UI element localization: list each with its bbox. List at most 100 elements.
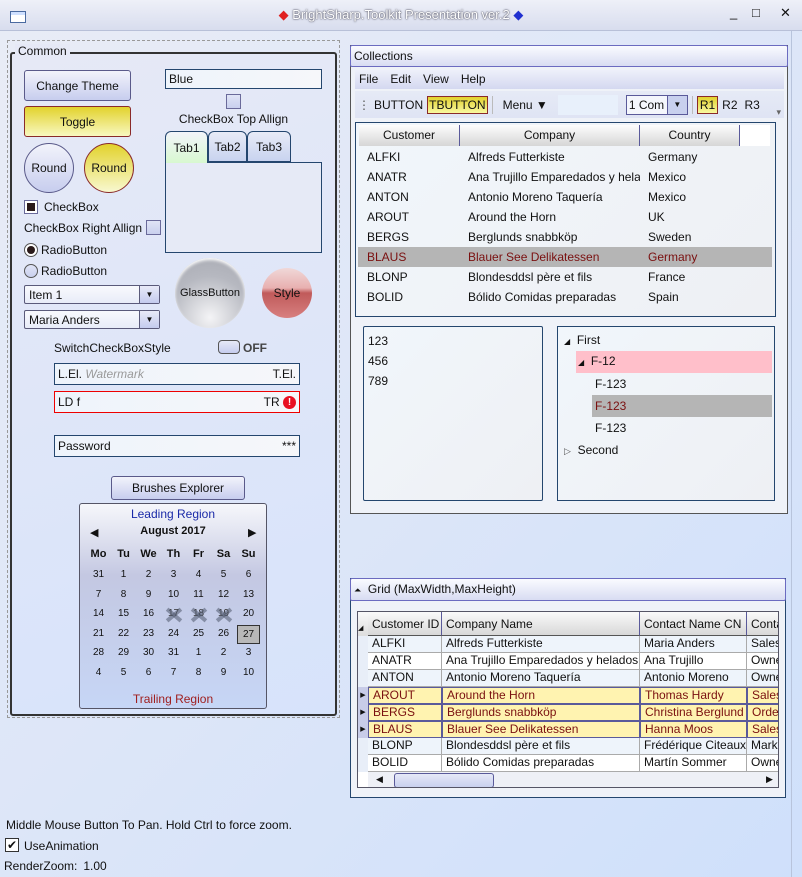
- list-item[interactable]: 789: [368, 374, 389, 388]
- tree-item-f12[interactable]: ◢ F-12: [576, 351, 772, 373]
- table-cell[interactable]: Antonio Moreno: [640, 670, 747, 687]
- table-cell[interactable]: Christina Berglund: [640, 704, 747, 721]
- calendar-day[interactable]: 1: [195, 647, 202, 658]
- tab-tab1[interactable]: Tab1: [165, 131, 208, 163]
- calendar-day[interactable]: 5: [120, 666, 127, 678]
- contact-combo[interactable]: Maria Anders ▼: [24, 310, 160, 329]
- scroll-right-icon[interactable]: ▶: [766, 774, 773, 784]
- round-button[interactable]: Round: [24, 143, 74, 193]
- calendar-day[interactable]: 24: [167, 627, 180, 639]
- calendar-day[interactable]: 9: [145, 588, 152, 600]
- row-header[interactable]: [358, 653, 368, 670]
- column-header[interactable]: Country: [640, 125, 740, 146]
- column-header[interactable]: Company Name: [442, 612, 640, 636]
- list-item[interactable]: 123: [368, 334, 389, 348]
- toggle-button[interactable]: Toggle: [24, 106, 131, 137]
- calendar-day[interactable]: 1: [120, 569, 127, 580]
- calendar-day[interactable]: 2: [145, 569, 152, 580]
- toolbar-overflow-icon[interactable]: ▾: [776, 107, 781, 117]
- calendar-day[interactable]: 28: [92, 647, 105, 658]
- table-cell[interactable]: ANATR: [368, 653, 442, 670]
- radio-button-1[interactable]: [24, 243, 38, 257]
- row-header[interactable]: [358, 755, 368, 772]
- calendar-day[interactable]: 8: [120, 588, 127, 600]
- calendar-day[interactable]: 3: [170, 569, 177, 580]
- tree-item-f123-selected[interactable]: F-123: [592, 395, 772, 417]
- calendar-day[interactable]: 31: [167, 647, 180, 658]
- column-header[interactable]: Company: [460, 125, 640, 146]
- column-header[interactable]: Customer: [359, 125, 460, 146]
- table-cell[interactable]: Maria Anders: [640, 636, 747, 653]
- toolbar-button[interactable]: BUTTON: [374, 97, 424, 112]
- tree-item-second[interactable]: ▷ Second: [564, 443, 618, 457]
- table-row[interactable]: BLONP Blondesddsl père et fils France: [358, 267, 772, 287]
- row-header[interactable]: [358, 670, 368, 687]
- row-header[interactable]: ▶: [358, 704, 368, 721]
- checkbox-top-allign[interactable]: [226, 94, 241, 109]
- column-header[interactable]: Contact Name CN: [640, 612, 747, 636]
- menu-help[interactable]: Help: [460, 72, 486, 86]
- calendar-day[interactable]: 15: [117, 608, 130, 619]
- switch-toggle[interactable]: [218, 340, 240, 354]
- checkbox-right-allign[interactable]: [146, 220, 161, 235]
- scrollbar-thumb[interactable]: [394, 773, 494, 787]
- table-cell[interactable]: BLONP: [368, 738, 442, 755]
- toolbar-radio-r2[interactable]: R2: [722, 97, 738, 112]
- calendar-day[interactable]: 6: [145, 666, 152, 678]
- scroll-left-icon[interactable]: ◀: [376, 774, 383, 784]
- table-row[interactable]: ANATR Ana Trujillo Emparedados y hela Mexi…: [358, 167, 772, 187]
- column-header[interactable]: Customer ID: [368, 612, 442, 636]
- table-row[interactable]: AROUT Around the Horn UK: [358, 207, 772, 227]
- table-cell[interactable]: ALFKI: [368, 636, 442, 653]
- toolbar-grip[interactable]: ⋮: [358, 97, 370, 112]
- table-cell[interactable]: Antonio Moreno Taquería: [442, 670, 640, 687]
- calendar-day[interactable]: 22: [117, 627, 130, 639]
- change-theme-button[interactable]: Change Theme: [24, 70, 131, 101]
- table-row[interactable]: ALFKI Alfreds Futterkiste Germany: [358, 147, 772, 167]
- table-cell[interactable]: Sales: [747, 687, 778, 704]
- row-header[interactable]: [358, 636, 368, 653]
- radio-button-2[interactable]: [24, 264, 38, 278]
- table-row[interactable]: BERGS Berglunds snabbköp Sweden: [358, 227, 772, 247]
- glass-button[interactable]: GlassButton: [175, 258, 245, 328]
- blue-textbox[interactable]: Blue: [165, 69, 322, 89]
- select-all-corner[interactable]: ◢: [358, 612, 368, 636]
- table-cell[interactable]: Berglunds snabbköp: [442, 704, 640, 721]
- table-cell[interactable]: Thomas Hardy: [640, 687, 747, 704]
- calendar-day[interactable]: 2: [220, 647, 227, 658]
- table-cell[interactable]: Owne: [747, 755, 778, 772]
- calendar-day[interactable]: 4: [195, 569, 202, 580]
- checkbox[interactable]: [24, 200, 38, 214]
- style-button[interactable]: Style: [262, 268, 312, 318]
- table-cell[interactable]: BOLID: [368, 755, 442, 772]
- table-cell[interactable]: ANTON: [368, 670, 442, 687]
- tab-tab3[interactable]: Tab3: [247, 131, 291, 162]
- maximize-button[interactable]: □: [752, 5, 760, 20]
- grid-panel-header[interactable]: ⏶ Grid (MaxWidth,MaxHeight): [350, 578, 786, 601]
- calendar-day[interactable]: 21: [92, 627, 105, 639]
- table-cell[interactable]: Owne: [747, 670, 778, 687]
- row-header[interactable]: ▶: [358, 687, 368, 704]
- calendar-day[interactable]: 7: [95, 588, 102, 600]
- table-cell[interactable]: BLAUS: [368, 721, 442, 738]
- table-cell[interactable]: Orde: [747, 704, 778, 721]
- calendar-day-blackout[interactable]: 17: [162, 605, 185, 624]
- row-header[interactable]: ▶: [358, 721, 368, 738]
- toolbar-radio-r1[interactable]: R1: [696, 95, 719, 114]
- toolbar-combo[interactable]: 1 Com ▼: [625, 94, 688, 115]
- round-yellow-button[interactable]: Round: [84, 143, 134, 193]
- table-cell[interactable]: Around the Horn: [442, 687, 640, 704]
- calendar-day[interactable]: 8: [195, 666, 202, 678]
- calendar-day[interactable]: 5: [220, 569, 227, 580]
- calendar-day[interactable]: 31: [92, 569, 105, 580]
- calendar-day[interactable]: 25: [192, 627, 205, 639]
- row-header[interactable]: [358, 738, 368, 755]
- toolbar-radio-r3[interactable]: R3: [744, 97, 760, 112]
- table-cell[interactable]: Frédérique Citeaux: [640, 738, 747, 755]
- menu-file[interactable]: File: [359, 72, 379, 86]
- calendar-day-blackout[interactable]: 19: [212, 605, 235, 624]
- table-row[interactable]: ANTON Antonio Moreno Taquería Mexico: [358, 187, 772, 207]
- table-cell[interactable]: Alfreds Futterkiste: [442, 636, 640, 653]
- table-cell[interactable]: AROUT: [368, 687, 442, 704]
- use-animation-checkbox[interactable]: ✔: [5, 838, 19, 852]
